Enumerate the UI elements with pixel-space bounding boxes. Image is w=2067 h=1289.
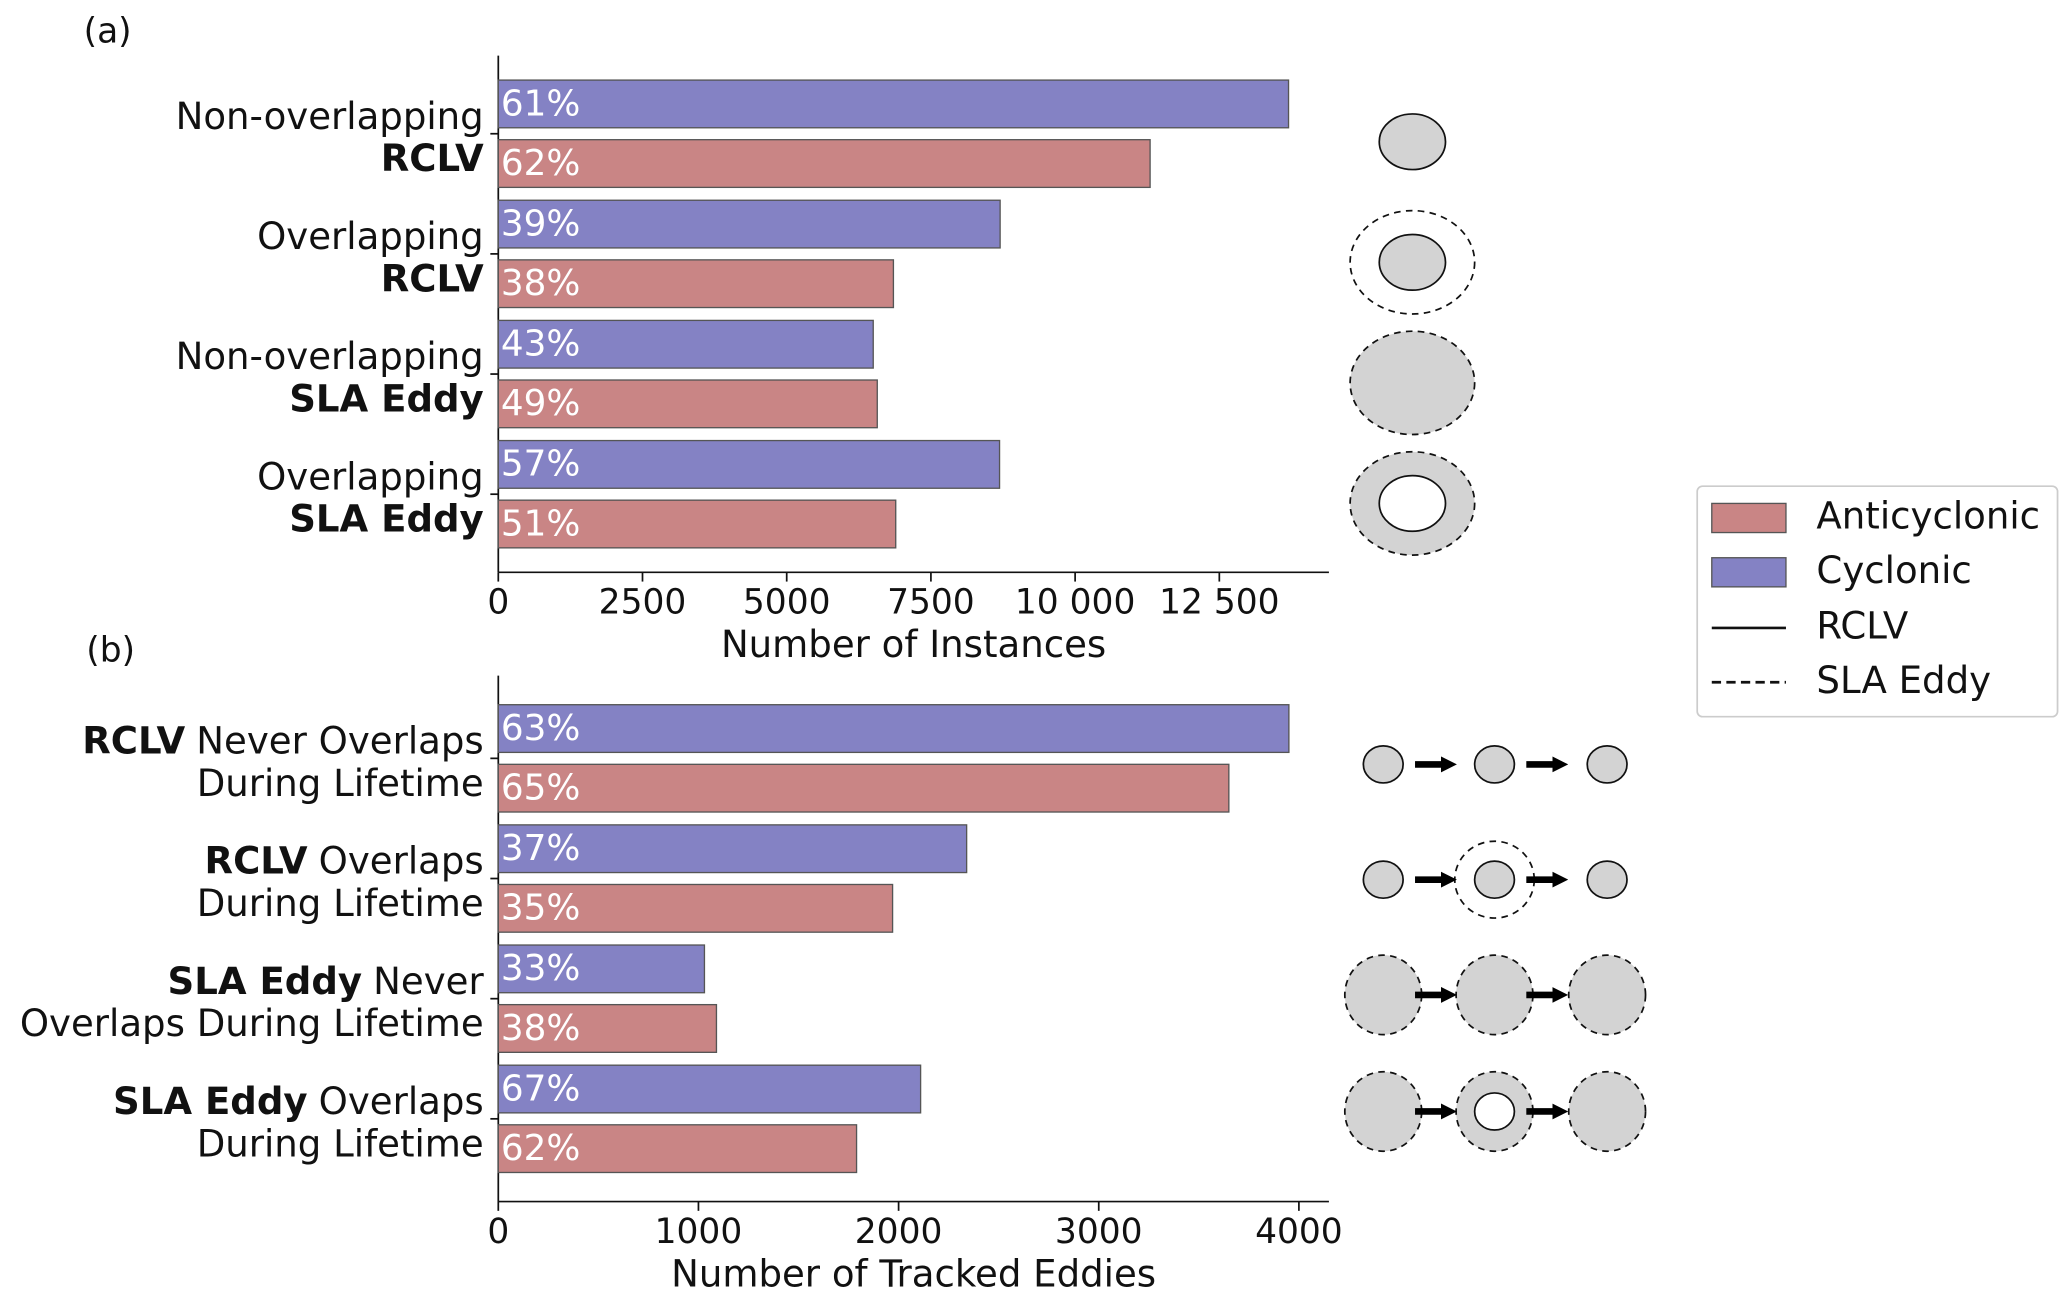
label-part: During Lifetime [197,761,484,804]
schematic-b [1343,744,1647,1153]
bar [497,944,706,994]
bar-percent-label: 38% [501,1008,580,1049]
bar [497,79,1290,129]
legend-label: SLA Eddy [1816,659,1991,702]
y-tick-label: SLA Eddy [289,377,484,420]
label-part: RCLV [82,719,185,762]
x-tick-label: 0 [487,583,509,623]
y-tick-label: SLA Eddy Never [168,959,485,1002]
bar-percent-label: 62% [501,1128,580,1169]
bar [497,883,894,933]
bar [497,824,968,874]
legend-swatch [1711,502,1787,534]
x-tick-label: 12 500 [1159,583,1280,623]
label-part: During Lifetime [197,882,484,925]
label-part: RCLV [381,137,484,180]
y-tick-label: Overlapping [257,214,484,257]
legend-box [1696,485,2059,718]
bar [497,259,895,309]
label-part: Overlaps [319,1079,484,1122]
bar [497,319,874,369]
x-tick-label: 7500 [887,583,975,623]
x-tick-label: 4000 [1255,1212,1343,1252]
bar-percent-label: 35% [501,888,580,929]
x-tick-label: 2000 [855,1212,943,1252]
bar-percent-label: 61% [501,83,580,124]
bar-percent-label: 49% [501,383,580,424]
y-tick-label: SLA Eddy [289,497,484,540]
y-tick-label: Overlaps During Lifetime [20,1002,484,1045]
y-tick-label: During Lifetime [197,761,484,804]
y-tick-label: RCLV [381,137,484,180]
label-part: Overlaps [319,839,484,882]
label-part: Overlaps During Lifetime [20,1002,484,1045]
bar-percent-label: 39% [501,203,580,244]
bar [497,139,1151,189]
bar-percent-label: 63% [501,708,580,749]
y-tick-label: Non-overlapping [176,335,484,378]
bar [497,379,878,429]
label-part: During Lifetime [197,1122,484,1165]
legend-swatch [1711,557,1787,588]
legend-label: Anticyclonic [1816,494,2040,537]
x-tick-label: 1000 [655,1212,743,1252]
bar [497,499,897,549]
label-part: RCLV [381,257,484,300]
label-part: SLA Eddy [168,959,363,1002]
bar-percent-label: 57% [501,444,580,485]
y-tick-label: SLA Eddy Overlaps [113,1079,484,1122]
bar-percent-label: 62% [501,143,580,184]
bar [497,1064,922,1114]
y-tick-label: Overlapping [257,455,484,498]
bar-percent-label: 51% [501,503,580,544]
legend-label: Cyclonic [1816,549,1971,592]
y-tick-label: During Lifetime [197,882,484,925]
x-tick-label: 10 000 [1015,583,1136,623]
label-part: SLA Eddy [289,497,484,540]
label-part: SLA Eddy [289,377,484,420]
schematic-a [1349,113,1476,556]
x-tick-label: 0 [487,1212,509,1252]
x-tick-label: 5000 [743,583,831,623]
label-part: SLA Eddy [113,1079,308,1122]
x-axis-label: Number of Tracked Eddies [671,1252,1156,1289]
y-tick-label: Non-overlapping [176,94,484,137]
bar [497,763,1230,813]
y-tick-label: During Lifetime [197,1122,484,1165]
panel-label: (b) [86,630,135,670]
label-part: Non-overlapping [176,335,484,378]
bar [497,1003,718,1053]
bar-percent-label: 65% [501,767,580,808]
bar [497,199,1001,249]
x-tick-label: 2500 [599,583,687,623]
panel-label: (a) [84,12,132,52]
bar [497,439,1001,489]
bar [497,704,1290,754]
bar-percent-label: 67% [501,1068,580,1109]
x-tick-label: 3000 [1055,1212,1143,1252]
bar-percent-label: 43% [501,324,580,365]
y-tick-label: RCLV Overlaps [205,839,484,882]
label-part: Never Overlaps [196,719,483,762]
x-axis-label: Number of Instances [721,623,1106,666]
bar-percent-label: 38% [501,263,580,304]
label-part: Overlapping [257,214,484,257]
legend-label: RCLV [1816,604,1908,647]
label-part: Overlapping [257,455,484,498]
y-tick-label: RCLV [381,257,484,300]
label-part: Never [373,959,484,1002]
label-part: RCLV [205,839,308,882]
y-tick-label: RCLV Never Overlaps [82,719,484,762]
bar-percent-label: 37% [501,828,580,869]
bar [497,1124,858,1174]
label-part: Non-overlapping [176,94,484,137]
bar-percent-label: 33% [501,948,580,989]
